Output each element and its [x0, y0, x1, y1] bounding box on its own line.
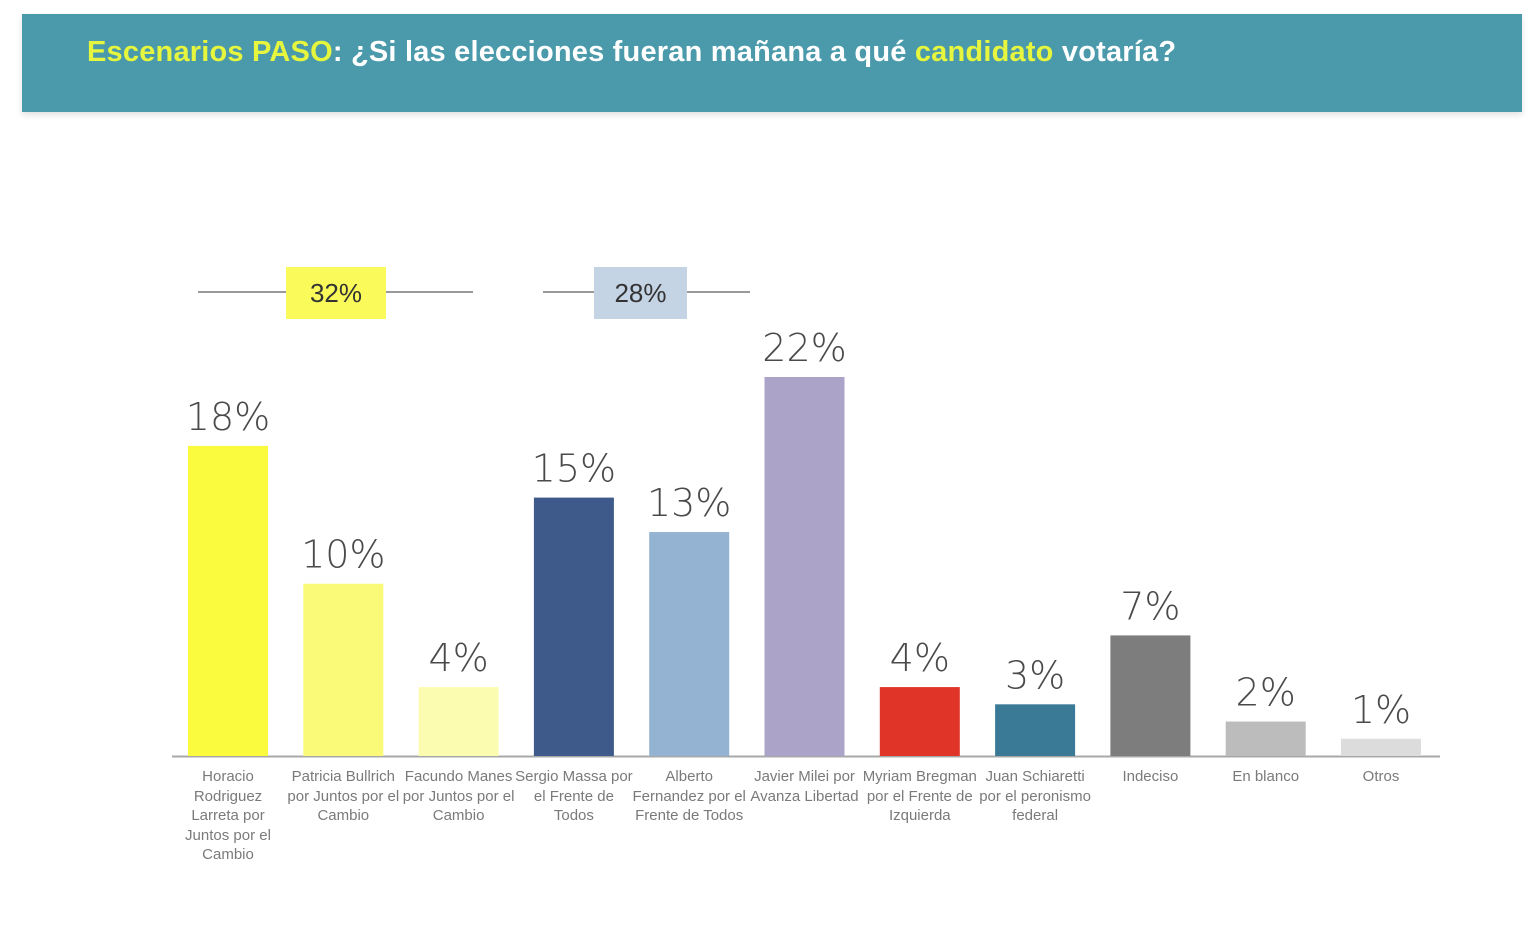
bar-value-label: 3%: [1005, 653, 1065, 697]
bar-value-label: 7%: [1120, 584, 1180, 628]
title-highlight-paso: Escenarios PASO: [87, 36, 333, 68]
bar-value-label: 15%: [532, 447, 616, 491]
bar: [1341, 738, 1421, 756]
x-tick-label: En blanco: [1232, 768, 1300, 785]
bar-value-label: 4%: [428, 636, 488, 680]
bar: [879, 687, 960, 756]
bar-value-label: 18%: [186, 395, 270, 439]
page-title: Escenarios PASO: ¿Si las elecciones fuer…: [87, 36, 1176, 69]
bar: [418, 687, 499, 756]
x-tick-label: Juan Schiaretti por el peronismo federal: [979, 768, 1091, 824]
bar: [533, 497, 614, 756]
title-question-end: votaría?: [1053, 36, 1177, 68]
header-banner: Escenarios PASO: ¿Si las elecciones fuer…: [22, 14, 1522, 112]
bar: [1225, 721, 1306, 756]
x-tick-label: Alberto Fernandez por el Frente de Todos: [632, 768, 746, 824]
title-question: : ¿Si las elecciones fueran mañana a qué: [332, 36, 915, 68]
bar-value-label: 4%: [890, 636, 950, 680]
bar: [188, 445, 268, 756]
bar-value-label: 22%: [762, 326, 846, 370]
bar-value-label: 10%: [301, 533, 385, 577]
bar: [1110, 635, 1191, 756]
x-tick-label: Horacio Rodriguez Larreta por Juntos por…: [185, 768, 271, 863]
bar-value-label: 13%: [647, 481, 731, 525]
group-total-frente: 28%: [594, 267, 687, 319]
bar-value-label: 1%: [1351, 688, 1411, 732]
x-tick-label: Myriam Bregman por el Frente de Izquierd…: [862, 768, 977, 824]
bar: [764, 377, 845, 756]
bar: [995, 704, 1076, 756]
title-highlight-candidato: candidato: [914, 36, 1054, 68]
x-tick-label: Javier Milei por Avanza Libertad: [750, 768, 859, 805]
bar-value-label: 2%: [1236, 671, 1296, 715]
group-total-juntos: 32%: [286, 267, 386, 319]
x-tick-label: Otros: [1362, 768, 1400, 785]
bar: [649, 532, 730, 756]
bar: [303, 583, 384, 756]
x-tick-label: Facundo Manes por Juntos por el Cambio: [402, 768, 515, 824]
x-tick-label: Sergio Massa por el Frente de Todos: [515, 768, 633, 824]
x-tick-label: Indeciso: [1122, 768, 1179, 785]
x-tick-label: Patricia Bullrich por Juntos por el Camb…: [287, 768, 400, 824]
